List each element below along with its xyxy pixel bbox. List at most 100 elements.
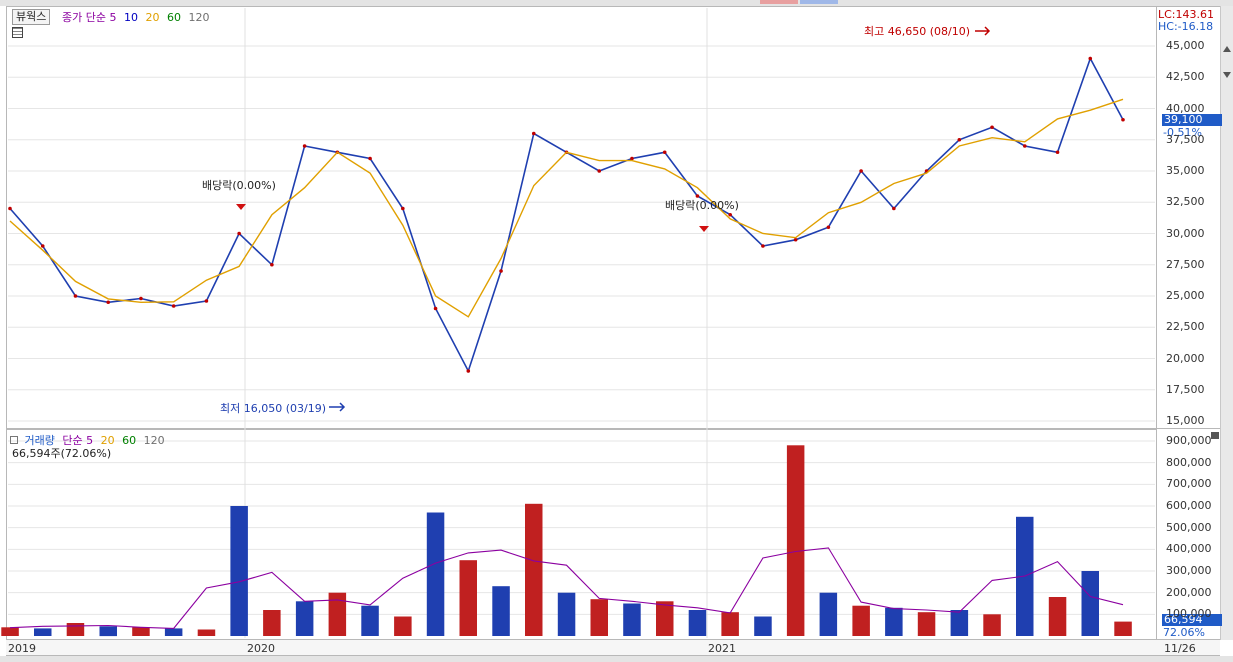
volume-y-tick: 500,000 [1166, 520, 1212, 534]
volume-bar [950, 610, 969, 636]
price-point [8, 206, 12, 211]
scroll-up-arrow-icon[interactable] [1223, 46, 1231, 52]
volume-panel-close-icon[interactable] [1211, 432, 1219, 439]
grid-table-icon[interactable] [12, 27, 23, 38]
volume-bar [721, 612, 739, 636]
volume-bar [590, 599, 608, 636]
volume-bar [263, 610, 281, 636]
scroll-down-arrow-icon[interactable] [1223, 72, 1231, 78]
x-label-2019: 2019 [8, 642, 36, 655]
price-point [1055, 150, 1060, 155]
dividend-annotation-1: 배당락(0.00%) [202, 179, 276, 192]
volume-y-tick: 800,000 [1166, 455, 1212, 469]
price-point [531, 131, 536, 136]
current-price-box: 39,100 [1162, 114, 1222, 126]
volume-bar [819, 592, 838, 636]
x-label-2021: 2021 [708, 642, 736, 655]
volume-bar [426, 512, 445, 636]
price-y-tick: 40,000 [1166, 101, 1205, 115]
volume-bar [983, 614, 1001, 636]
price-y-tick: 37,500 [1166, 132, 1205, 146]
volume-bar [885, 607, 903, 636]
price-point [957, 137, 962, 142]
volume-bar [492, 586, 510, 636]
volume-bar [164, 628, 183, 636]
volume-bar [459, 560, 477, 636]
volume-y-tick: 400,000 [1166, 542, 1212, 556]
volume-y-tick: 700,000 [1166, 477, 1212, 491]
dividend-marker-icon [236, 204, 246, 210]
volume-bar [295, 601, 314, 636]
volume-bar [1081, 571, 1099, 636]
price-line [9, 56, 1124, 374]
price-y-tick: 45,000 [1166, 39, 1205, 52]
price-point [859, 169, 863, 173]
top-tab-blue[interactable] [800, 0, 838, 4]
volume-y-tick: 900,000 [1166, 434, 1212, 447]
volume-bar [557, 592, 576, 636]
price-point [204, 299, 209, 303]
price-point [433, 306, 438, 311]
price-y-tick: 42,500 [1166, 70, 1205, 84]
top-tab-red[interactable] [760, 0, 798, 4]
price-ma-20: 20 [145, 11, 160, 24]
x-label-2020: 2020 [247, 642, 275, 655]
current-change-label: -0.51% [1163, 126, 1202, 139]
price-point [499, 269, 503, 273]
price-point [466, 369, 471, 373]
stock-name-button[interactable]: 뷰웍스 [12, 9, 51, 25]
price-point [106, 300, 111, 305]
volume-bar [1, 627, 19, 636]
price-y-tick: 30,000 [1166, 226, 1205, 240]
price-point [990, 125, 994, 130]
volume-label: 거래량 [24, 434, 55, 447]
price-y-tick: 22,500 [1166, 320, 1205, 334]
volume-ma-header: 거래량 단순 5 20 60 120 [10, 432, 165, 448]
volume-bar [917, 612, 936, 636]
volume-bar [66, 623, 85, 636]
price-point [270, 262, 274, 267]
volume-bar [394, 616, 412, 636]
price-y-tick: 35,000 [1166, 164, 1205, 177]
price-point [237, 231, 241, 236]
volume-y-tick: 100,000 [1166, 607, 1212, 621]
volume-y-tick: 300,000 [1166, 564, 1212, 577]
current-volume-pct: 72.06% [1163, 626, 1205, 639]
price-point [1088, 56, 1093, 61]
volume-bar [361, 605, 379, 636]
price-point [171, 304, 176, 308]
dividend-marker-icon [699, 226, 709, 232]
price-y-tick: 20,000 [1166, 351, 1205, 365]
volume-bar [688, 610, 707, 636]
dividend-annotation-2: 배당락(0.00%) [665, 199, 739, 212]
x-axis-strip[interactable] [6, 640, 1220, 656]
volume-bar [1114, 621, 1132, 636]
price-point [826, 225, 831, 230]
vertical-scrollbar[interactable] [1220, 6, 1233, 640]
price-point [73, 294, 78, 298]
price-ma-label: 종가 단순 [62, 11, 106, 24]
price-ma-120: 120 [188, 11, 210, 24]
volume-bar [1048, 597, 1067, 636]
volume-bar [525, 503, 543, 636]
volume-axis-area [1157, 429, 1220, 640]
price-point [1121, 117, 1125, 122]
current-volume-text: 66,594주(72.06%) [12, 447, 112, 460]
volume-bar [34, 628, 52, 636]
price-point [139, 296, 143, 301]
low-annotation: 최저 16,050 (03/19) [220, 402, 327, 415]
volume-collapse-icon[interactable] [10, 436, 18, 444]
price-ma-line [9, 98, 1124, 318]
volume-y-tick: 600,000 [1166, 499, 1212, 512]
volume-bar [197, 629, 216, 636]
bottom-strip [0, 656, 1233, 662]
price-point [401, 206, 405, 211]
volume-bar [852, 605, 870, 636]
price-point [40, 244, 45, 248]
price-ma-10: 10 [123, 11, 138, 24]
volume-bar [328, 592, 347, 636]
volume-ma-label: 단순 [62, 434, 83, 447]
top-strip [0, 0, 1233, 6]
